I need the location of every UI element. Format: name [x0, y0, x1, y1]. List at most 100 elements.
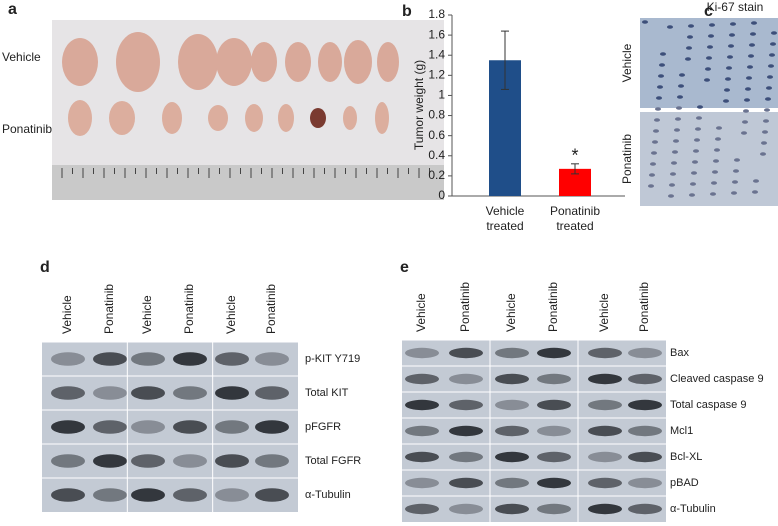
cell: [691, 171, 697, 175]
band: [405, 451, 439, 463]
panel-label: c: [704, 3, 713, 20]
band: [495, 503, 529, 515]
row-label: Total FGFR: [305, 455, 361, 467]
cell: [766, 86, 772, 90]
cell: [713, 159, 719, 163]
cell: [673, 139, 679, 143]
band: [215, 420, 249, 434]
band: [449, 373, 483, 385]
cell: [650, 162, 656, 166]
row-label: α-Tubulin: [670, 503, 716, 515]
cell: [657, 85, 663, 89]
band: [215, 488, 249, 502]
cell: [742, 120, 748, 124]
cell: [659, 63, 665, 67]
cell: [762, 130, 768, 134]
band: [628, 451, 662, 463]
tumor: [343, 106, 357, 130]
cell: [678, 84, 684, 88]
blots: Vehicle Ponatinib Vehicle Ponatinib Vehicle P…: [42, 282, 764, 522]
cell: [651, 151, 657, 155]
band: [495, 373, 529, 385]
column-label: Ponatinib: [264, 284, 278, 334]
cell: [687, 35, 693, 39]
column-label: Vehicle: [224, 295, 238, 334]
band: [215, 386, 249, 400]
band: [588, 503, 622, 515]
band: [215, 352, 249, 366]
band: [255, 386, 289, 400]
band: [537, 451, 571, 463]
row-label: Cleaved caspase 9: [670, 373, 764, 385]
tumor: [216, 38, 252, 86]
cell: [667, 25, 673, 29]
cell: [696, 116, 702, 120]
cell: [751, 21, 757, 25]
cell: [770, 42, 776, 46]
row-label: Mcl1: [670, 425, 693, 437]
panel-title: Ki-67 stain: [707, 0, 764, 14]
cell: [726, 66, 732, 70]
band: [93, 488, 127, 502]
cell: [745, 87, 751, 91]
cell: [655, 107, 661, 111]
cell: [685, 57, 691, 61]
band: [588, 451, 622, 463]
cell: [674, 128, 680, 132]
band: [495, 399, 529, 411]
cell: [730, 22, 736, 26]
cell: [731, 191, 737, 195]
cell: [652, 140, 658, 144]
band: [495, 451, 529, 463]
panel-label: d: [40, 259, 50, 276]
cell: [769, 53, 775, 57]
band: [131, 386, 165, 400]
panel-label: a: [8, 1, 17, 18]
band: [537, 399, 571, 411]
tumor: [62, 38, 98, 86]
band: [495, 425, 529, 437]
y-tick-label: 0.2: [428, 168, 445, 182]
band: [255, 454, 289, 468]
cell: [704, 78, 710, 82]
band: [537, 347, 571, 359]
cell: [648, 184, 654, 188]
band: [255, 488, 289, 502]
band: [173, 454, 207, 468]
stain-image: [640, 18, 778, 108]
y-tick-label: 1.6: [428, 27, 445, 41]
column-label: Vehicle: [60, 295, 74, 334]
band: [588, 347, 622, 359]
cell: [746, 76, 752, 80]
band: [628, 503, 662, 515]
band: [131, 420, 165, 434]
cell: [707, 45, 713, 49]
cell: [728, 44, 734, 48]
cell: [725, 77, 731, 81]
column-label: Ponatinib: [546, 282, 560, 332]
tumor: [310, 108, 326, 128]
band: [51, 352, 85, 366]
band: [628, 373, 662, 385]
cell: [716, 126, 722, 130]
cell: [649, 173, 655, 177]
cell: [677, 95, 683, 99]
cell: [660, 52, 666, 56]
band: [495, 347, 529, 359]
band: [588, 477, 622, 489]
annotation: *: [571, 146, 578, 166]
ruler: [52, 165, 444, 200]
cell: [767, 75, 773, 79]
band: [537, 425, 571, 437]
tumor: [285, 42, 311, 82]
column-label: Vehicle: [414, 293, 428, 332]
band: [588, 399, 622, 411]
y-tick-label: 1.4: [428, 47, 445, 61]
row-label: Vehicle: [620, 43, 634, 82]
band: [537, 373, 571, 385]
x-tick-label: Ponatinib treated: [550, 204, 600, 233]
cells: [642, 20, 777, 198]
cell: [671, 161, 677, 165]
tumor: [162, 102, 182, 134]
cell: [695, 127, 701, 131]
